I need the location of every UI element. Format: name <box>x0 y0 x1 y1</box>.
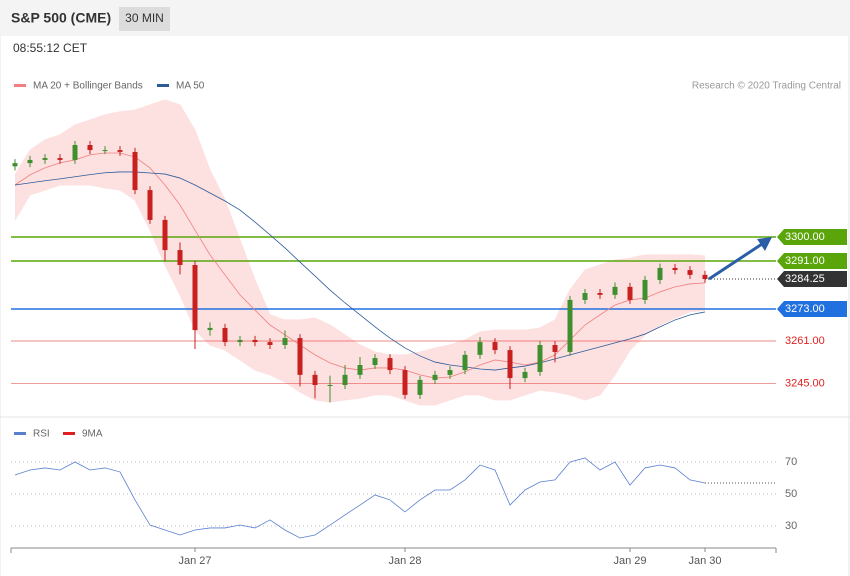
candle-body <box>657 267 663 280</box>
candle-body <box>672 267 678 271</box>
candle-body <box>327 385 333 387</box>
candle-body <box>72 144 78 160</box>
candle-body <box>297 338 303 375</box>
timestamp: 08:55:12 CET <box>13 41 88 55</box>
level-tag <box>777 228 847 245</box>
candle-body <box>12 163 18 167</box>
legend-label: MA 50 <box>176 81 205 92</box>
legend-label: MA 20 + Bollinger Bands <box>33 81 143 92</box>
candle-body <box>102 150 108 152</box>
bollinger-fill <box>15 99 705 406</box>
candle-body <box>237 339 243 343</box>
level-label: 3261.00 <box>785 335 825 347</box>
candle-body <box>582 293 588 300</box>
candle-body <box>87 144 93 151</box>
legend-label: 9MA <box>82 429 103 440</box>
legend-swatch <box>14 84 26 87</box>
candle-body <box>432 374 438 380</box>
candle-body <box>207 327 213 331</box>
candle-body <box>282 338 288 346</box>
y-tick-label: 70 <box>785 456 797 468</box>
rsi-line <box>14 457 706 539</box>
forecast-arrow-head <box>757 237 772 251</box>
candle-body <box>222 327 228 343</box>
candle-body <box>357 365 363 375</box>
candle-body <box>522 371 528 379</box>
candle-body <box>552 345 558 352</box>
level-tag <box>777 271 847 288</box>
level-tag <box>777 301 847 318</box>
legend-label: RSI <box>33 429 50 440</box>
candle-body <box>27 159 33 164</box>
candle-body <box>612 286 618 295</box>
candle-body <box>507 350 513 379</box>
source: Research © 2020 Trading Central <box>692 81 841 92</box>
forecast-arrow <box>708 242 763 281</box>
candle-body <box>687 270 693 275</box>
x-tick-label: Jan 29 <box>613 555 646 567</box>
candle-body <box>147 190 153 220</box>
candle-body <box>252 339 258 343</box>
candle-body <box>462 354 468 371</box>
candle-body <box>387 358 393 371</box>
y-tick-label: 50 <box>785 488 797 500</box>
interval-badge[interactable] <box>119 7 170 31</box>
bollinger-upper <box>14 99 706 356</box>
level-label: 3245.00 <box>785 378 825 390</box>
x-tick-label: Jan 30 <box>688 555 721 567</box>
candle-body <box>447 370 453 375</box>
level-label: 3273.00 <box>785 303 825 315</box>
candle-body <box>42 158 48 160</box>
candle-body <box>492 342 498 351</box>
candle-body <box>642 279 648 300</box>
candle-body <box>477 342 483 355</box>
instrument-title: S&P 500 (CME) <box>11 10 111 26</box>
candle-body <box>597 293 603 295</box>
interval-label: 30 MIN <box>125 11 164 25</box>
candle-body <box>372 358 378 366</box>
x-tick-label: Jan 27 <box>178 555 211 567</box>
legend-swatch <box>14 432 26 435</box>
bollinger-lower <box>14 184 706 406</box>
legend-swatch <box>63 432 75 435</box>
candle-body <box>417 379 423 395</box>
candle-body <box>132 151 138 191</box>
candle-body <box>312 374 318 386</box>
candle-body <box>567 299 573 352</box>
candle-body <box>627 286 633 300</box>
candle-body <box>192 265 198 331</box>
level-label: 3284.25 <box>785 273 825 285</box>
candle-body <box>342 374 348 386</box>
candle-body <box>177 250 183 266</box>
candle-body <box>117 150 123 152</box>
candle-body <box>402 370 408 395</box>
candle-body <box>537 345 543 372</box>
level-label: 3300.00 <box>785 231 825 243</box>
y-tick-label: 30 <box>785 520 797 532</box>
candle-body <box>162 219 168 251</box>
level-tag <box>777 253 847 270</box>
candle-body <box>57 158 63 160</box>
candle-body <box>267 342 273 346</box>
candle-body <box>702 274 708 280</box>
level-label: 3291.00 <box>785 255 825 267</box>
x-tick-label: Jan 28 <box>388 555 421 567</box>
legend-swatch <box>157 84 169 87</box>
ma-line <box>14 171 706 371</box>
